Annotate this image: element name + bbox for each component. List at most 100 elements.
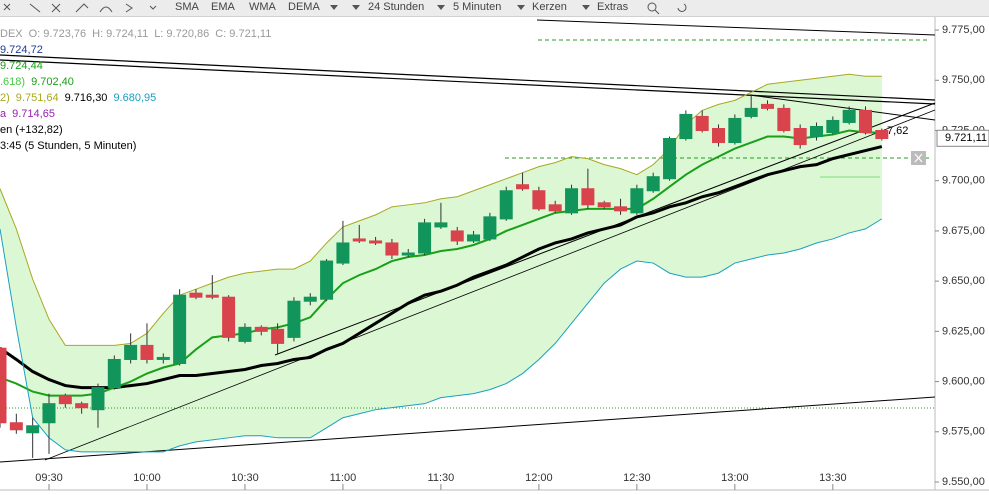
- candle-body: [238, 326, 252, 342]
- candle-body: [401, 252, 415, 256]
- y-tick-label: 9.650,00: [942, 275, 985, 287]
- icon[interactable]: [29, 3, 41, 13]
- legend-row: 9.724,72: [0, 42, 277, 58]
- candle-body: [858, 109, 872, 134]
- candle-body: [826, 119, 840, 133]
- trendline: [44, 109, 936, 461]
- dropdown-arrow[interactable]: [352, 0, 360, 16]
- y-tick-label: 9.575,00: [942, 426, 985, 438]
- candle-body: [646, 176, 660, 192]
- x-tick-label: 11:30: [428, 472, 455, 484]
- dropdown-arrow[interactable]: [330, 0, 338, 16]
- candle-body: [107, 358, 121, 389]
- undo-icon[interactable]: [677, 3, 687, 12]
- x-tick-label: 10:00: [133, 472, 161, 484]
- candle-body: [499, 190, 513, 220]
- candle-body: [173, 294, 187, 364]
- candle-body: [156, 356, 170, 360]
- candle-body: [140, 344, 154, 360]
- candle-body: [810, 125, 823, 138]
- legend-row: DEX O: 9.723,76 H: 9.724,11 L: 9.720,86 C: 9…: [0, 26, 277, 42]
- legend-row: 2) 9.751,64 9.716,30 9.680,95: [0, 90, 277, 106]
- legend-text: 9.724,44: [0, 60, 43, 72]
- x-tick-label: 12:30: [623, 472, 651, 484]
- candle-body: [842, 109, 856, 123]
- indicator-line: [0, 218, 883, 453]
- legend-text: C: 9.721,11: [215, 28, 272, 40]
- indicator-line: [0, 129, 882, 397]
- legend-text: DEX: [0, 28, 23, 40]
- candle-body: [352, 238, 366, 242]
- legend-text: en (+132,82): [0, 124, 63, 136]
- candle-body: [516, 184, 530, 190]
- legend-text: 2): [0, 92, 10, 104]
- candle-body: [336, 242, 350, 264]
- toolbar-item[interactable]: 5 Minuten: [453, 1, 502, 13]
- arrow: [437, 5, 445, 10]
- candle-body: [793, 127, 807, 146]
- dropdown-arrow[interactable]: [582, 0, 590, 16]
- icon[interactable]: [75, 3, 89, 13]
- legend-text: 9.702,40: [31, 76, 74, 88]
- legend-row: 3:45 (5 Stunden, 5 Minuten): [0, 138, 277, 154]
- icon[interactable]: [149, 5, 157, 10]
- zoom-icon-handle: [654, 9, 660, 15]
- candle-body: [875, 129, 889, 140]
- candle-body: [189, 292, 203, 298]
- candle-body: [663, 138, 677, 180]
- trendline: [0, 59, 936, 105]
- candle-body: [254, 326, 268, 332]
- candle-body: [695, 115, 709, 131]
- y-tick-label: 9.775,00: [942, 24, 985, 36]
- toolbar-item[interactable]: Kerzen: [532, 1, 567, 13]
- dropdown-arrow[interactable]: [437, 0, 445, 16]
- toolbar-item[interactable]: 24 Stunden: [368, 1, 425, 13]
- legend-row: a 9.714,65: [0, 106, 277, 122]
- candle-body: [728, 117, 742, 144]
- toolbar-item[interactable]: EMA: [211, 1, 235, 13]
- toolbar-item[interactable]: SMA: [175, 1, 199, 13]
- legend-text: 9.680,95: [113, 92, 157, 104]
- legend-text: H: 9.724,11: [92, 28, 149, 40]
- candle-body: [271, 328, 285, 344]
- toolbar-item[interactable]: Extras: [597, 1, 629, 13]
- price-label: 9.721,11: [945, 132, 987, 144]
- x-tick-label: 09:30: [35, 472, 63, 484]
- toolbar-icons: [3, 3, 157, 13]
- legend-text: L: 9.720,86: [154, 28, 210, 40]
- candle-body: [777, 107, 791, 131]
- icon[interactable]: [99, 6, 113, 13]
- candle-body: [532, 190, 546, 210]
- candle-body: [418, 222, 432, 254]
- legend-row: .618) 9.702,40: [0, 74, 277, 90]
- candle-body: [450, 230, 464, 242]
- toolbar-item[interactable]: WMA: [249, 1, 276, 13]
- icon[interactable]: [51, 3, 61, 13]
- icon[interactable]: [125, 3, 133, 13]
- band-area: [0, 74, 882, 452]
- legend-text: 3:45 (5 Stunden, 5 Minuten): [0, 140, 137, 152]
- x-tick-label: 11:00: [330, 472, 357, 484]
- x-tick-label: 13:00: [721, 472, 749, 484]
- dropdown-arrow[interactable]: [517, 0, 525, 16]
- candle-body: [581, 188, 595, 206]
- candle-body: [0, 347, 7, 424]
- toolbar: SMA EMA WMA DEMA 24 Stunden 5 Minuten Kerzen Ex…: [0, 0, 989, 17]
- candle-body: [124, 344, 138, 360]
- candle-body: [679, 113, 693, 140]
- toolbar-item[interactable]: DEMA: [288, 1, 320, 13]
- zoom-icon[interactable]: [647, 2, 657, 12]
- candle-body: [75, 403, 89, 409]
- trendline: [0, 54, 936, 101]
- candle-body: [26, 425, 40, 434]
- legend-text: 9.724,72: [0, 44, 43, 56]
- y-tick-label: 9.625,00: [942, 325, 985, 337]
- icon[interactable]: [3, 3, 11, 11]
- arrow: [352, 5, 360, 10]
- legend-text: .618): [0, 76, 26, 88]
- candle-body: [42, 403, 56, 424]
- candle-body: [287, 300, 301, 338]
- candle-body: [597, 202, 611, 208]
- candle-body: [9, 422, 23, 431]
